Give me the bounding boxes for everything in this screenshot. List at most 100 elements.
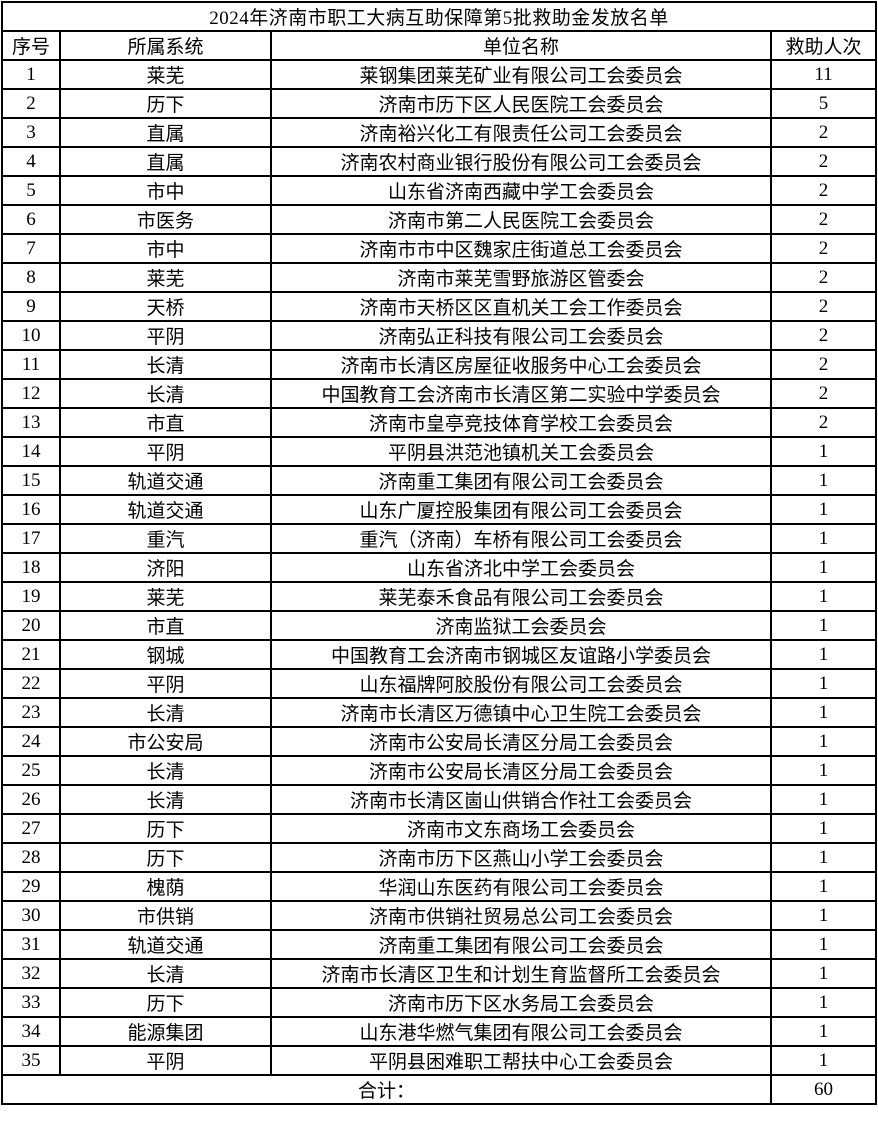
seq-cell: 10 [1, 320, 61, 351]
system-cell: 市公安局 [59, 726, 272, 757]
unit-cell: 济南市长清区崮山供销合作社工会委员会 [270, 784, 772, 815]
total-value: 60 [769, 1074, 878, 1105]
count-cell: 2 [769, 175, 878, 206]
system-cell: 市直 [59, 407, 272, 438]
count-cell: 1 [769, 1045, 878, 1076]
unit-cell: 平阴县困难职工帮扶中心工会委员会 [270, 1045, 772, 1076]
seq-cell: 16 [1, 494, 61, 525]
table-row: 11 长清 济南市长清区房屋征收服务中心工会委员会 2 [1, 349, 878, 380]
table-row: 18 济阳 山东省济北中学工会委员会 1 [1, 552, 878, 583]
count-cell: 2 [769, 349, 878, 380]
table-row: 15 轨道交通 济南重工集团有限公司工会委员会 1 [1, 465, 878, 496]
system-cell: 平阴 [59, 668, 272, 699]
unit-cell: 济南重工集团有限公司工会委员会 [270, 929, 772, 960]
unit-cell: 济南重工集团有限公司工会委员会 [270, 465, 772, 496]
count-cell: 1 [769, 813, 878, 844]
table-row: 5 市中 山东省济南西藏中学工会委员会 2 [1, 175, 878, 206]
count-cell: 1 [769, 987, 878, 1018]
system-cell: 历下 [59, 88, 272, 119]
seq-cell: 2 [1, 88, 61, 119]
table-row: 28 历下 济南市历下区燕山小学工会委员会 1 [1, 842, 878, 873]
seq-cell: 1 [1, 59, 61, 90]
table-row: 24 市公安局 济南市公安局长清区分局工会委员会 1 [1, 726, 878, 757]
unit-cell: 济南市历下区水务局工会委员会 [270, 987, 772, 1018]
page-title: 2024年济南市职工大病互助保障第5批救助金发放名单 [0, 1, 878, 32]
unit-cell: 莱芜泰禾食品有限公司工会委员会 [270, 581, 772, 612]
unit-cell: 济南农村商业银行股份有限公司工会委员会 [270, 146, 772, 177]
count-cell: 1 [769, 755, 878, 786]
system-cell: 长清 [59, 349, 272, 380]
seq-cell: 6 [1, 204, 61, 235]
table-row: 23 长清 济南市长清区万德镇中心卫生院工会委员会 1 [1, 697, 878, 728]
seq-cell: 23 [1, 697, 61, 728]
count-cell: 2 [769, 320, 878, 351]
table-row: 3 直属 济南裕兴化工有限责任公司工会委员会 2 [1, 117, 878, 148]
count-cell: 1 [769, 465, 878, 496]
seq-cell: 33 [1, 987, 61, 1018]
unit-cell: 济南裕兴化工有限责任公司工会委员会 [270, 117, 772, 148]
total-row: 合计： 60 [1, 1074, 878, 1105]
system-cell: 长清 [59, 378, 272, 409]
count-cell: 1 [769, 900, 878, 931]
system-cell: 轨道交通 [59, 929, 272, 960]
unit-cell: 中国教育工会济南市长清区第二实验中学委员会 [270, 378, 772, 409]
unit-cell: 莱钢集团莱芜矿业有限公司工会委员会 [270, 59, 772, 90]
table-row: 1 莱芜 莱钢集团莱芜矿业有限公司工会委员会 11 [1, 59, 878, 90]
system-cell: 莱芜 [59, 59, 272, 90]
system-cell: 历下 [59, 842, 272, 873]
seq-cell: 20 [1, 610, 61, 641]
system-cell: 市供销 [59, 900, 272, 931]
count-cell: 1 [769, 581, 878, 612]
table-row: 19 莱芜 莱芜泰禾食品有限公司工会委员会 1 [1, 581, 878, 612]
system-cell: 重汽 [59, 523, 272, 554]
count-cell: 1 [769, 523, 878, 554]
seq-cell: 30 [1, 900, 61, 931]
seq-cell: 4 [1, 146, 61, 177]
unit-cell: 济南市供销社贸易总公司工会委员会 [270, 900, 772, 931]
table-row: 22 平阴 山东福牌阿胶股份有限公司工会委员会 1 [1, 668, 878, 699]
seq-cell: 14 [1, 436, 61, 467]
count-cell: 2 [769, 204, 878, 235]
system-cell: 市医务 [59, 204, 272, 235]
unit-cell: 济南市公安局长清区分局工会委员会 [270, 755, 772, 786]
unit-cell: 济南市历下区燕山小学工会委员会 [270, 842, 772, 873]
unit-cell: 济南弘正科技有限公司工会委员会 [270, 320, 772, 351]
unit-cell: 平阴县洪范池镇机关工会委员会 [270, 436, 772, 467]
system-cell: 市中 [59, 175, 272, 206]
system-cell: 长清 [59, 784, 272, 815]
unit-cell: 华润山东医药有限公司工会委员会 [270, 871, 772, 902]
seq-cell: 21 [1, 639, 61, 670]
table-row: 34 能源集团 山东港华燃气集团有限公司工会委员会 1 [1, 1016, 878, 1047]
system-cell: 直属 [59, 117, 272, 148]
unit-cell: 山东广厦控股集团有限公司工会委员会 [270, 494, 772, 525]
seq-cell: 11 [1, 349, 61, 380]
count-cell: 1 [769, 958, 878, 989]
table-row: 7 市中 济南市市中区魏家庄街道总工会委员会 2 [1, 233, 878, 264]
count-cell: 1 [769, 494, 878, 525]
system-cell: 平阴 [59, 320, 272, 351]
system-cell: 槐荫 [59, 871, 272, 902]
seq-cell: 8 [1, 262, 61, 293]
seq-cell: 27 [1, 813, 61, 844]
count-cell: 2 [769, 407, 878, 438]
seq-cell: 5 [1, 175, 61, 206]
system-cell: 济阳 [59, 552, 272, 583]
count-cell: 2 [769, 378, 878, 409]
table-row: 6 市医务 济南市第二人民医院工会委员会 2 [1, 204, 878, 235]
system-cell: 平阴 [59, 436, 272, 467]
column-header-system: 所属系统 [59, 30, 272, 61]
system-cell: 市直 [59, 610, 272, 641]
count-cell: 1 [769, 726, 878, 757]
system-cell: 历下 [59, 987, 272, 1018]
table-row: 16 轨道交通 山东广厦控股集团有限公司工会委员会 1 [1, 494, 878, 525]
unit-cell: 济南市天桥区区直机关工会工作委员会 [270, 291, 772, 322]
table-row: 26 长清 济南市长清区崮山供销合作社工会委员会 1 [1, 784, 878, 815]
seq-cell: 18 [1, 552, 61, 583]
system-cell: 长清 [59, 755, 272, 786]
unit-cell: 济南监狱工会委员会 [270, 610, 772, 641]
system-cell: 长清 [59, 958, 272, 989]
system-cell: 直属 [59, 146, 272, 177]
table-row: 32 长清 济南市长清区卫生和计划生育监督所工会委员会 1 [1, 958, 878, 989]
system-cell: 平阴 [59, 1045, 272, 1076]
